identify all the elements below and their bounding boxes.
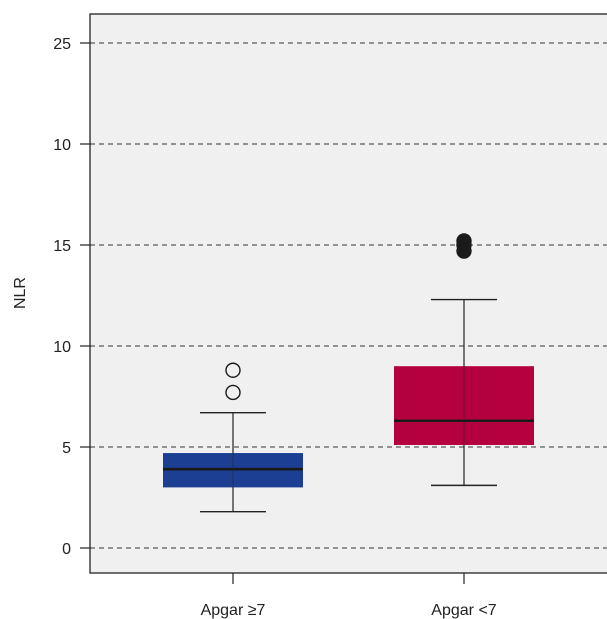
outlier-point — [456, 233, 472, 249]
outlier-point — [225, 384, 241, 401]
box-2 — [394, 233, 534, 487]
y-tick-label: 0 — [62, 541, 71, 558]
x-tick-label: Apgar <7 — [431, 602, 496, 619]
y-tick-label: 10 — [53, 137, 71, 154]
plot-area — [90, 14, 607, 573]
x-axis-ticks: Apgar ≥7 Apgar <7 — [201, 573, 497, 619]
y-tick-label: 10 — [53, 339, 71, 356]
y-tick-label: 5 — [62, 440, 71, 457]
boxes — [163, 233, 534, 513]
y-axis-title: NLR — [12, 277, 29, 309]
box-1 — [163, 362, 303, 513]
x-tick-label: Apgar ≥7 — [201, 602, 266, 619]
y-tick-label: 25 — [53, 36, 71, 53]
y-tick-label: 15 — [53, 238, 71, 255]
y-axis-ticks: 0 5 10 15 10 25 — [53, 36, 90, 558]
outlier-point — [225, 362, 241, 378]
plot-frame — [89, 13, 607, 574]
